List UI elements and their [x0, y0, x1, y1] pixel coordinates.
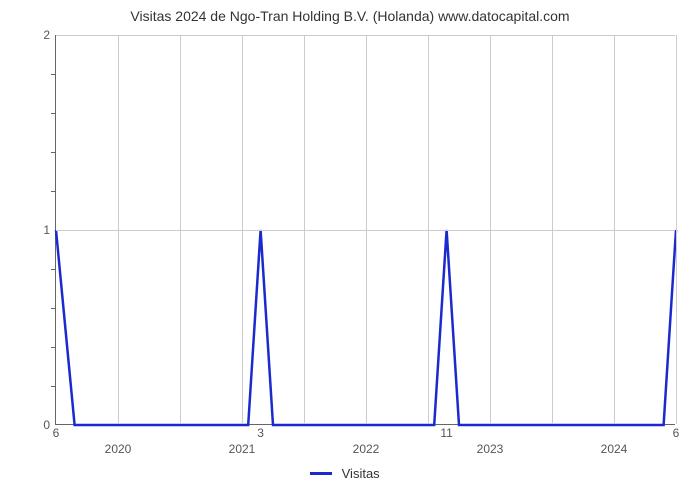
y-minor-tick: [51, 152, 56, 153]
grid-line-v: [180, 35, 181, 424]
y-minor-tick: [51, 191, 56, 192]
grid-line-v: [614, 35, 615, 424]
grid-line-v: [490, 35, 491, 424]
x-minor-label: 3: [257, 424, 264, 440]
y-tick-label: 2: [43, 28, 56, 42]
y-minor-tick: [51, 347, 56, 348]
y-minor-tick: [51, 308, 56, 309]
x-tick-label: 2024: [601, 424, 628, 456]
chart-plot-area: 0122020202120222023202466311: [55, 35, 675, 425]
legend: Visitas: [310, 465, 380, 481]
grid-line-v: [118, 35, 119, 424]
x-tick-label: 2023: [477, 424, 504, 456]
y-minor-tick: [51, 269, 56, 270]
x-minor-label: 11: [440, 424, 452, 440]
legend-label: Visitas: [342, 466, 380, 481]
x-tick-label: 2020: [105, 424, 132, 456]
grid-line-v: [676, 35, 677, 424]
chart-title: Visitas 2024 de Ngo-Tran Holding B.V. (H…: [0, 0, 700, 24]
grid-line-v: [366, 35, 367, 424]
legend-swatch: [310, 472, 332, 475]
y-minor-tick: [51, 386, 56, 387]
grid-line-v: [552, 35, 553, 424]
y-minor-tick: [51, 74, 56, 75]
x-tick-label: 2022: [353, 424, 380, 456]
x-minor-label: 6: [673, 424, 680, 440]
y-tick-label: 1: [43, 223, 56, 237]
y-minor-tick: [51, 113, 56, 114]
x-tick-label: 2021: [229, 424, 256, 456]
grid-line-v: [304, 35, 305, 424]
grid-line-v: [242, 35, 243, 424]
grid-line-v: [428, 35, 429, 424]
x-minor-label: 6: [53, 424, 60, 440]
